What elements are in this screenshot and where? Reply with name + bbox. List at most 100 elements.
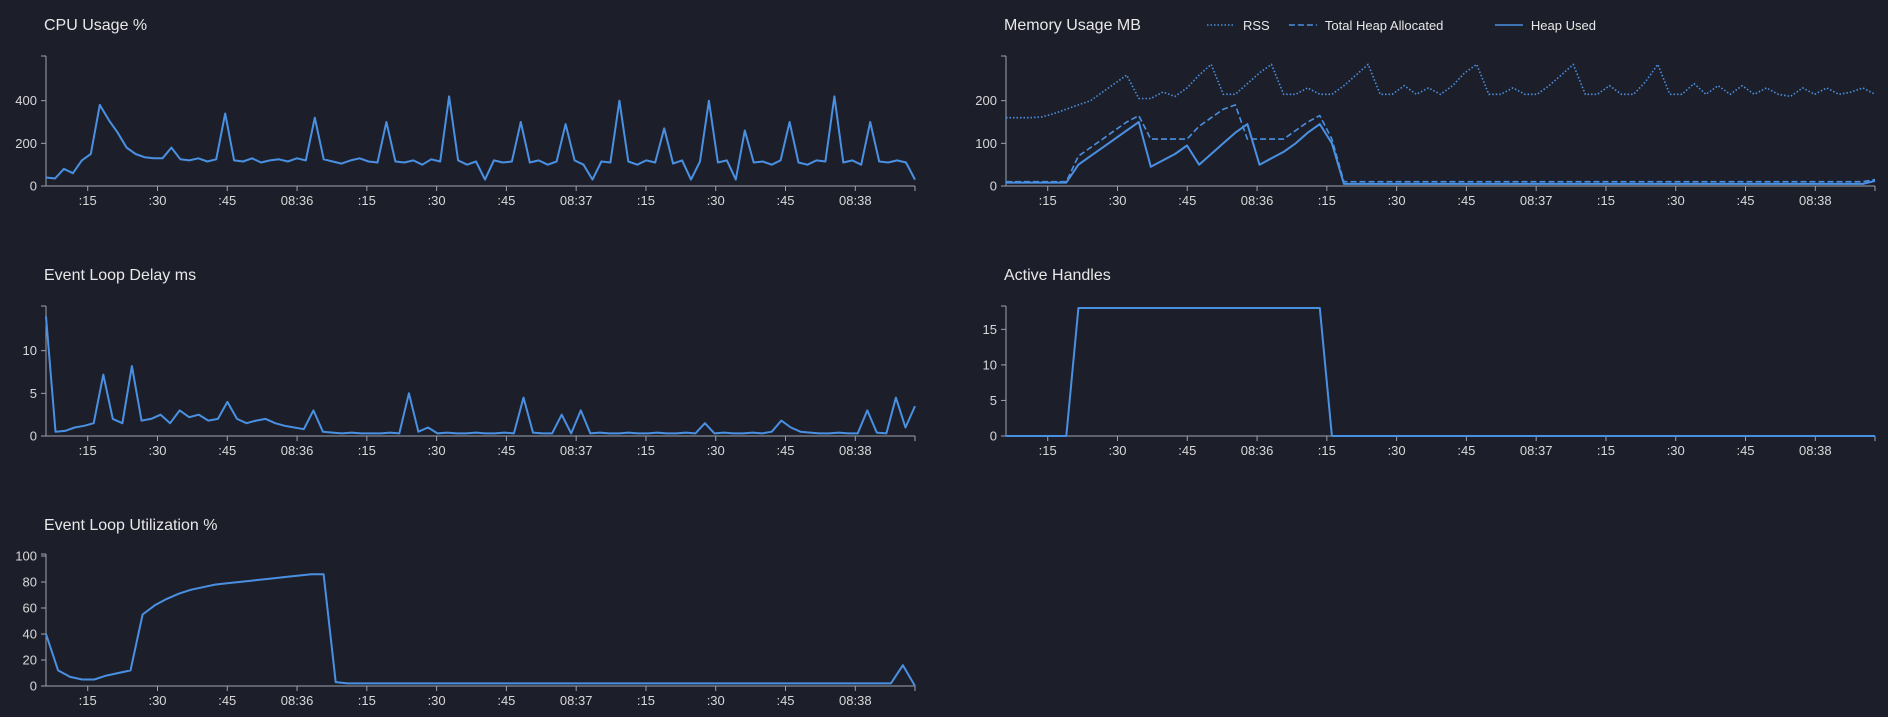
cpu-chart: CPU Usage % 0 200 400 :15 :30 :45 08:36 :15 :30 :4… [15,17,916,208]
legend-label: RSS [1243,18,1270,33]
x-tick-label: 08:37 [560,443,593,458]
x-tick-label: :30 [707,443,725,458]
x-tick-label: :15 [1318,443,1336,458]
y-tick-label: 100 [15,549,37,564]
x-tick-label: :15 [637,193,655,208]
x-tick-label: :15 [1597,193,1615,208]
x-tick-label: :45 [776,693,794,708]
chart-title: Event Loop Utilization % [44,517,217,534]
y-tick-label: 5 [990,393,997,408]
x-tick-label: :15 [79,693,97,708]
x-tick-label: :45 [776,193,794,208]
x-tick-label: :45 [218,693,236,708]
x-tick-label: :45 [497,443,515,458]
x-tick-label: 08:36 [281,443,314,458]
y-tick-label: 80 [23,575,37,590]
series-line-heap-used [1006,121,1876,185]
x-tick-label: :30 [707,193,725,208]
x-tick-label: :30 [1388,193,1406,208]
series-line [45,316,916,435]
active-handles-chart: Active Handles 0 5 10 15 :15 :30 :45 08:36 :15 :30… [983,267,1876,458]
x-tick-label: 08:37 [560,693,593,708]
x-tick-label: :15 [1039,193,1057,208]
y-tick-label: 100 [975,136,997,151]
legend-label: Heap Used [1531,18,1596,33]
x-tick-label: :30 [1667,443,1685,458]
x-tick-label: 08:38 [839,443,872,458]
x-tick-label: 08:37 [1520,193,1553,208]
y-tick-label: 40 [23,627,37,642]
x-tick-label: 08:36 [281,193,314,208]
x-tick-label: :45 [497,693,515,708]
x-tick-label: :45 [776,443,794,458]
y-tick-label: 0 [30,429,37,444]
x-tick-label: :15 [79,193,97,208]
x-tick-label: :15 [1597,443,1615,458]
y-tick-label: 200 [15,136,37,151]
x-tick-label: :30 [1108,443,1126,458]
x-tick-label: :45 [1457,443,1475,458]
y-tick-label: 400 [15,93,37,108]
x-tick-label: 08:36 [281,693,314,708]
x-tick-label: 08:38 [839,693,872,708]
series-line-total-heap-allocated [1006,104,1876,183]
x-tick-label: :45 [1736,193,1754,208]
y-tick-label: 60 [23,601,37,616]
x-tick-label: :30 [1108,193,1126,208]
x-tick-label: :15 [358,193,376,208]
x-tick-label: :45 [1178,443,1196,458]
x-tick-label: :45 [1457,193,1475,208]
series-line-rss [1006,63,1876,119]
chart-title: Memory Usage MB [1004,17,1141,34]
series-line [1006,307,1875,437]
memory-chart: Memory Usage MB RSS Total Heap Allocated He… [975,17,1876,208]
y-tick-label: 5 [30,386,37,401]
y-tick-label: 0 [990,179,997,194]
y-tick-label: 0 [990,429,997,444]
series-line [45,573,916,687]
x-tick-label: 08:36 [1241,443,1274,458]
x-tick-label: :30 [148,443,166,458]
x-tick-label: :30 [707,693,725,708]
x-tick-label: 08:38 [1799,443,1832,458]
x-tick-label: :15 [637,693,655,708]
x-tick-label: 08:38 [1799,193,1832,208]
x-tick-label: :15 [79,443,97,458]
x-tick-label: :30 [1388,443,1406,458]
y-tick-label: 15 [983,322,997,337]
y-tick-label: 0 [30,179,37,194]
y-tick-label: 200 [975,93,997,108]
x-tick-label: :30 [428,693,446,708]
x-tick-label: :15 [1318,193,1336,208]
x-tick-label: :45 [1736,443,1754,458]
x-tick-label: :45 [218,193,236,208]
x-tick-label: :15 [637,443,655,458]
y-tick-label: 20 [23,653,37,668]
chart-title: Active Handles [1004,267,1111,284]
chart-title: Event Loop Delay ms [44,267,196,284]
chart-title: CPU Usage % [44,17,147,34]
series-line [45,95,916,181]
x-tick-label: 08:36 [1241,193,1274,208]
x-tick-label: :15 [358,693,376,708]
event-loop-delay-chart: Event Loop Delay ms 0 5 10 :15 :30 :45 08:36 :15… [23,267,916,458]
x-tick-label: :45 [1178,193,1196,208]
event-loop-utilization-chart: Event Loop Utilization % 0 20 40 60 80 100 :15:… [15,517,916,708]
y-tick-label: 0 [30,679,37,694]
x-tick-label: :30 [148,693,166,708]
x-tick-label: :15 [1039,443,1057,458]
y-tick-label: 10 [983,357,997,372]
x-tick-label: :30 [428,193,446,208]
x-tick-label: :45 [218,443,236,458]
x-tick-label: :30 [148,193,166,208]
x-tick-label: 08:38 [839,193,872,208]
legend-label: Total Heap Allocated [1325,18,1444,33]
x-tick-label: :30 [428,443,446,458]
y-tick-label: 10 [23,343,37,358]
x-tick-label: :15 [358,443,376,458]
x-tick-label: 08:37 [1520,443,1553,458]
x-tick-label: 08:37 [560,193,593,208]
x-tick-label: :45 [497,193,515,208]
x-tick-label: :30 [1667,193,1685,208]
